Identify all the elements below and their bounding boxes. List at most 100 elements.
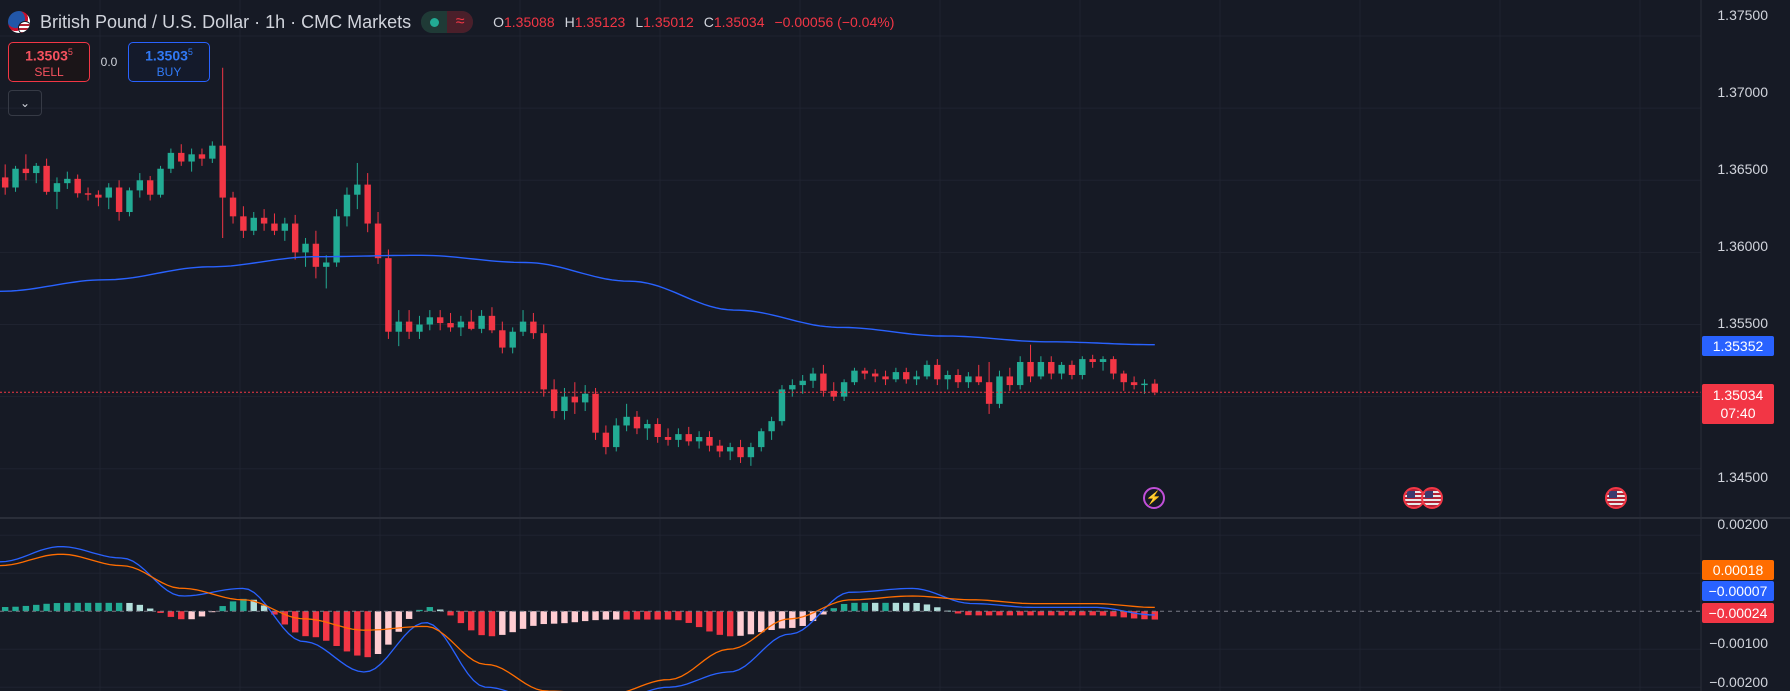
macd-hist-bar xyxy=(799,611,806,626)
macd-signal-line xyxy=(0,553,1155,691)
macd-hist-bar xyxy=(436,609,444,612)
macd-hist-bar xyxy=(1048,611,1055,616)
candle-body xyxy=(457,321,465,328)
macd-hist-bar xyxy=(975,611,982,616)
macd-hist-bar xyxy=(613,611,620,620)
macd-hist-bar xyxy=(115,602,123,612)
candle-body xyxy=(115,187,123,213)
macd-hist-bar xyxy=(178,611,185,620)
macd-hist-bar xyxy=(1110,611,1117,617)
macd-hist-bar xyxy=(509,611,516,633)
candle-body xyxy=(1006,376,1014,386)
candle-body xyxy=(571,396,579,403)
last-price-tag: 1.35034 07:40 xyxy=(1702,384,1774,424)
macd-histogram xyxy=(1,598,1159,658)
candle-body xyxy=(364,184,371,224)
macd-hist-bar xyxy=(840,603,848,612)
macd-hist-bar xyxy=(726,611,734,637)
candle-body xyxy=(95,194,102,198)
macd-line xyxy=(0,546,1155,691)
price-axis-label: 1.36000 xyxy=(1717,238,1768,254)
macd-hist-bar xyxy=(1016,611,1024,616)
candle-body xyxy=(1058,364,1065,374)
us-flag-icon[interactable] xyxy=(1605,487,1627,509)
macd-hist-bar xyxy=(323,611,330,641)
macd-hist-bar xyxy=(737,611,744,636)
candle-body xyxy=(323,262,330,267)
macd-hist-bar xyxy=(581,611,589,622)
candle-body xyxy=(167,152,175,169)
macd-hist-bar xyxy=(789,611,796,628)
moving-average-line xyxy=(0,254,1155,346)
candle-body xyxy=(281,223,289,231)
open-key: O xyxy=(493,14,504,30)
sell-button[interactable]: 1.35035 SELL xyxy=(8,42,90,82)
macd-hist-bar xyxy=(43,603,50,612)
macd-hist-bar xyxy=(395,611,402,632)
macd-axis-label: −0.00100 xyxy=(1709,635,1768,651)
macd-hist-bar xyxy=(343,611,351,652)
macd-hist-bar xyxy=(561,611,568,624)
macd-hist-bar xyxy=(892,602,900,612)
macd-hist-bar xyxy=(219,606,226,612)
price-axis-label: 1.35500 xyxy=(1717,315,1768,331)
candle-body xyxy=(726,447,734,452)
candle-body xyxy=(985,382,993,404)
candle-body xyxy=(405,321,413,332)
candle-body xyxy=(488,315,496,331)
sell-label: SELL xyxy=(34,64,64,79)
candle-body xyxy=(664,437,672,440)
candle-body xyxy=(778,389,786,422)
macd-hist-bar xyxy=(478,611,485,636)
candle-body xyxy=(1048,362,1055,374)
market-status[interactable]: ≈ xyxy=(421,11,474,33)
macd-hist-bar xyxy=(1068,611,1076,616)
macd-hist-bar xyxy=(861,602,869,612)
candle-body xyxy=(540,333,547,390)
candle-body xyxy=(716,445,724,452)
macd-hist-bar xyxy=(64,602,71,612)
macd-hist-bar xyxy=(457,611,465,624)
candle-body xyxy=(468,321,475,329)
market-open-icon xyxy=(421,11,448,33)
macd-hist-bar xyxy=(592,611,599,621)
macd-hist-bar xyxy=(426,607,434,612)
collapse-toggle[interactable]: ⌄ xyxy=(8,90,42,116)
macd-hist-bar xyxy=(664,611,672,620)
macd-hist-bar xyxy=(903,602,910,612)
candle-body xyxy=(157,168,164,195)
lightning-icon[interactable]: ⚡ xyxy=(1143,487,1165,509)
candle-body xyxy=(1016,362,1024,386)
macd-hist-bar xyxy=(913,602,920,612)
macd-hist-bar xyxy=(1037,611,1045,616)
macd-hist-bar xyxy=(1099,611,1107,616)
candle-body xyxy=(74,178,81,194)
candle-body xyxy=(198,154,206,159)
candle-body xyxy=(271,223,278,231)
symbol-title[interactable]: British Pound / U.S. Dollar · 1h · CMC M… xyxy=(40,11,412,32)
buy-price: 1.3503 xyxy=(145,47,188,64)
macd-hist-tag: −0.00024 xyxy=(1702,603,1774,623)
candle-body xyxy=(758,431,765,448)
us-flag-icon[interactable] xyxy=(1421,487,1443,509)
candle-body xyxy=(436,317,444,324)
macd-hist-bar xyxy=(74,602,81,612)
macd-hist-bar xyxy=(250,599,257,612)
macd-hist-bar xyxy=(260,605,268,612)
price-change: −0.00056 (−0.04%) xyxy=(774,14,895,30)
macd-hist-bar xyxy=(33,604,40,612)
price-axis-label: 1.37500 xyxy=(1717,7,1768,23)
sell-price: 1.3503 xyxy=(25,47,68,64)
macd-hist-bar xyxy=(954,611,962,614)
candle-body xyxy=(188,154,195,162)
macd-hist-bar xyxy=(188,611,195,620)
candle-body xyxy=(209,145,216,159)
candle-body xyxy=(426,317,434,325)
buy-button[interactable]: 1.35035 BUY xyxy=(128,42,210,82)
candle-body xyxy=(1068,364,1076,375)
candle-body xyxy=(43,165,50,192)
candle-body xyxy=(861,370,869,374)
candle-body xyxy=(550,389,558,412)
macd-hist-bar xyxy=(1120,611,1127,618)
